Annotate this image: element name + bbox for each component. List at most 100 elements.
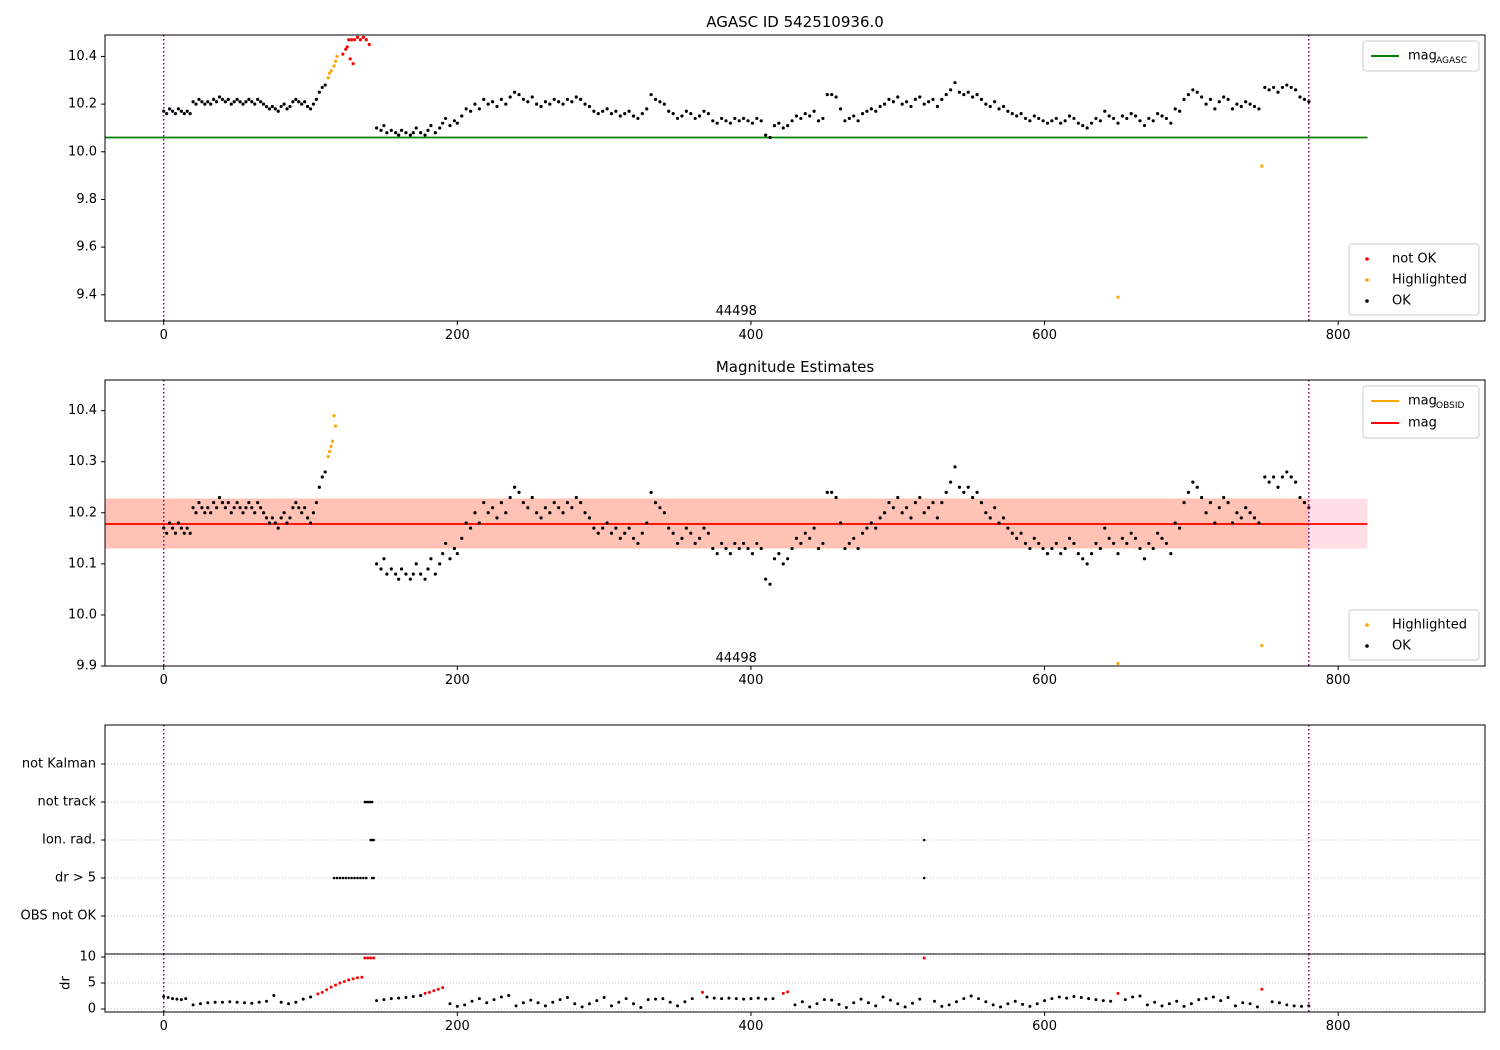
point-ok — [790, 546, 794, 551]
point-ok — [768, 582, 772, 586]
point-ok — [949, 88, 953, 92]
point-ok — [426, 128, 430, 132]
obsid-label: 44498 — [716, 651, 757, 666]
point-ok — [1133, 536, 1138, 540]
point-ok — [689, 531, 693, 535]
point-ok — [191, 100, 195, 104]
point-ok — [1248, 102, 1252, 106]
point-ok — [1217, 100, 1221, 104]
point-ok — [645, 107, 649, 111]
point-ok — [1294, 88, 1298, 92]
point-ok — [1235, 511, 1239, 515]
x-tick-label: 800 — [1326, 1019, 1351, 1034]
point-ok — [940, 97, 944, 101]
point-ok — [918, 495, 922, 500]
point-ok — [1032, 114, 1036, 118]
point-not-ok — [341, 52, 345, 56]
point-ok — [812, 526, 816, 530]
point-ok — [957, 90, 962, 94]
point-ok — [1015, 114, 1019, 118]
dr-point — [573, 1002, 577, 1006]
point-ok — [724, 119, 728, 123]
point-ok — [379, 567, 383, 571]
dr-point — [903, 1005, 907, 1009]
point-ok — [750, 121, 755, 125]
x-tick-label: 0 — [160, 328, 168, 343]
point-ok — [176, 521, 181, 525]
point-highlighted — [1260, 164, 1264, 168]
point-ok — [1263, 85, 1267, 90]
point-ok — [241, 102, 245, 106]
point-ok — [772, 123, 777, 128]
legend-lines: mag AGASC — [1362, 40, 1480, 72]
point-ok — [1195, 90, 1199, 94]
point-ok — [913, 500, 917, 505]
flag-point — [338, 876, 342, 880]
dr-point — [1145, 1003, 1149, 1007]
point-ok — [1142, 123, 1147, 128]
point-ok — [1037, 541, 1041, 546]
flag-point — [350, 876, 353, 880]
point-ok — [719, 116, 724, 121]
dr-point — [800, 1000, 804, 1004]
dr-point — [646, 998, 650, 1002]
point-ok — [191, 506, 195, 510]
point-ok — [1094, 541, 1098, 546]
agasc-panel: 9.4 9.6 9.8 10.0 10.2 10.4 0 200 400 600 800 AGASC … — [68, 13, 1486, 343]
point-ok — [856, 546, 860, 551]
point-ok — [887, 97, 891, 101]
point-ok — [1280, 475, 1285, 479]
point-ok — [382, 557, 386, 561]
dr-point — [175, 997, 179, 1001]
point-ok — [953, 465, 957, 469]
flag-point — [356, 876, 359, 880]
point-ok — [1050, 546, 1054, 551]
point-highlighted — [329, 444, 333, 448]
point-ok — [217, 95, 222, 99]
dr-point — [808, 1005, 812, 1009]
point-ok — [552, 500, 556, 505]
y-tick-label: 9.8 — [76, 192, 97, 207]
point-ok — [1019, 112, 1023, 116]
point-ok — [1081, 557, 1085, 561]
dr-point — [668, 1000, 672, 1004]
point-ok — [261, 511, 266, 515]
point-ok — [167, 107, 172, 111]
point-ok — [724, 546, 728, 551]
dr-point — [984, 1000, 988, 1004]
x-tick-label: 400 — [739, 1019, 764, 1034]
point-ok — [441, 552, 445, 556]
x-tick-label: 400 — [739, 673, 764, 688]
point-ok — [988, 104, 992, 109]
point-ok — [764, 577, 768, 581]
point-ok — [394, 572, 398, 576]
point-ok — [565, 97, 570, 101]
point-ok — [746, 119, 750, 123]
point-ok — [414, 562, 418, 566]
point-ok — [464, 107, 468, 111]
x-tick-label: 0 — [160, 673, 168, 688]
dr-point — [363, 956, 367, 960]
dr-point — [1182, 1004, 1186, 1008]
point-ok — [320, 475, 324, 479]
point-ok — [592, 526, 596, 530]
point-ok — [658, 506, 662, 510]
magnitude-estimates-panel: 9.9 10.0 10.1 10.2 10.3 10.4 0 200 400 600 800 Magn… — [68, 358, 1486, 688]
point-ok — [618, 114, 622, 118]
point-ok — [755, 541, 759, 546]
dr-point — [397, 996, 401, 1000]
point-highlighted — [326, 455, 330, 459]
point-ok — [429, 123, 433, 128]
point-ok — [1186, 92, 1191, 97]
point-ok — [270, 516, 274, 520]
point-ok — [1085, 126, 1089, 130]
point-ok — [1028, 119, 1032, 123]
point-ok — [1006, 109, 1010, 113]
point-ok — [323, 83, 327, 87]
point-ok — [1111, 116, 1116, 121]
point-ok — [1222, 495, 1226, 500]
dr-point — [705, 995, 709, 999]
point-ok — [499, 97, 503, 101]
point-ok — [311, 102, 316, 106]
point-ok — [285, 107, 289, 111]
